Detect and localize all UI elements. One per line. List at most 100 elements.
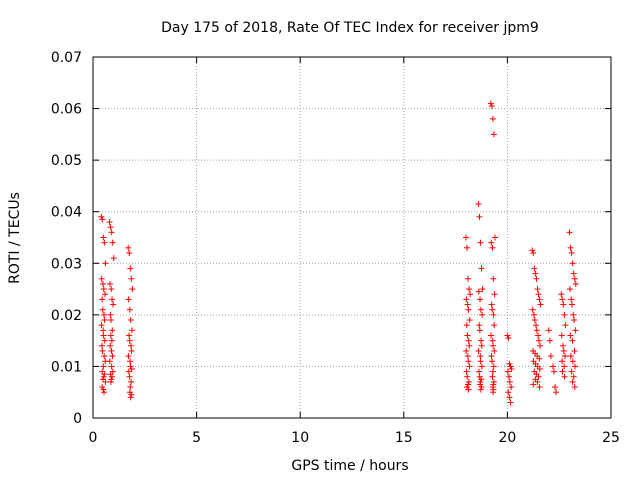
data-point	[99, 306, 106, 313]
data-point	[127, 384, 134, 391]
data-point	[535, 337, 542, 344]
data-point	[477, 358, 484, 365]
data-point	[127, 363, 134, 370]
data-point	[128, 391, 135, 398]
data-point	[99, 216, 106, 223]
plot-frame	[92, 56, 612, 419]
y-tick-label: 0.01	[51, 359, 82, 375]
data-point	[109, 239, 116, 246]
data-point	[128, 366, 135, 373]
data-point	[569, 301, 576, 308]
data-point	[126, 249, 133, 256]
data-point	[107, 371, 114, 378]
data-point	[560, 347, 567, 354]
data-point	[127, 358, 134, 365]
data-point	[478, 265, 485, 272]
data-point	[536, 366, 543, 373]
data-point	[536, 384, 543, 391]
x-tick-label: 0	[89, 430, 98, 446]
data-point	[109, 353, 116, 360]
data-point	[531, 317, 538, 324]
data-point	[559, 296, 566, 303]
data-point	[490, 342, 497, 349]
data-point	[562, 322, 569, 329]
data-point	[465, 275, 472, 282]
data-point	[569, 337, 576, 344]
data-point	[98, 342, 105, 349]
data-point	[505, 389, 512, 396]
data-point	[553, 389, 560, 396]
data-point	[108, 337, 115, 344]
data-point	[562, 353, 569, 360]
data-point	[490, 311, 497, 318]
data-point	[507, 363, 514, 370]
data-point	[561, 373, 568, 380]
data-point	[508, 384, 515, 391]
y-tick-label: 0.02	[51, 308, 82, 324]
data-point	[102, 378, 109, 385]
data-point	[533, 275, 540, 282]
data-point	[467, 291, 474, 298]
data-point	[535, 373, 542, 380]
data-point	[476, 322, 483, 329]
data-point	[569, 358, 576, 365]
data-point	[569, 378, 576, 385]
data-point	[478, 376, 485, 383]
y-tick-label: 0.05	[51, 153, 82, 169]
data-point	[465, 381, 472, 388]
data-point	[99, 347, 106, 354]
data-point	[569, 260, 576, 267]
data-point	[488, 239, 495, 246]
data-point	[126, 306, 133, 313]
data-point	[572, 280, 579, 287]
chart-title: Day 175 of 2018, Rate Of TEC Index for r…	[161, 20, 539, 36]
data-point	[504, 332, 511, 339]
data-point	[559, 368, 566, 375]
data-point	[490, 131, 497, 138]
data-point	[98, 275, 105, 282]
data-point	[466, 286, 473, 293]
data-point	[535, 332, 542, 339]
data-point	[476, 327, 483, 334]
data-point	[108, 378, 115, 385]
y-tick-label: 0.03	[51, 256, 82, 272]
data-point	[560, 301, 567, 308]
data-point	[477, 381, 484, 388]
data-point	[126, 373, 133, 380]
data-point	[110, 255, 117, 262]
data-point	[490, 275, 497, 282]
y-tick-label: 0.06	[51, 102, 82, 118]
data-point	[465, 386, 472, 393]
data-point	[127, 394, 134, 401]
data-point	[464, 373, 471, 380]
data-point	[466, 317, 473, 324]
data-point	[477, 239, 484, 246]
data-point	[128, 275, 135, 282]
data-point	[100, 332, 107, 339]
data-point	[558, 332, 565, 339]
data-point	[567, 244, 574, 251]
data-point	[100, 373, 107, 380]
data-point	[533, 327, 540, 334]
data-point	[476, 213, 483, 220]
data-point	[126, 389, 133, 396]
data-point	[531, 265, 538, 272]
data-point	[537, 342, 544, 349]
y-tick-label: 0.04	[51, 205, 82, 221]
data-point	[106, 358, 113, 365]
data-point	[491, 234, 498, 241]
data-point	[489, 244, 496, 251]
data-point	[463, 384, 470, 391]
data-point	[108, 363, 115, 370]
data-point	[127, 342, 134, 349]
data-point	[561, 363, 568, 370]
data-point	[107, 311, 114, 318]
data-point	[571, 384, 578, 391]
data-point	[572, 327, 579, 334]
axis-ticks	[92, 56, 612, 419]
data-point	[504, 368, 511, 375]
data-point	[535, 291, 542, 298]
data-point	[466, 363, 473, 370]
data-point	[109, 296, 116, 303]
